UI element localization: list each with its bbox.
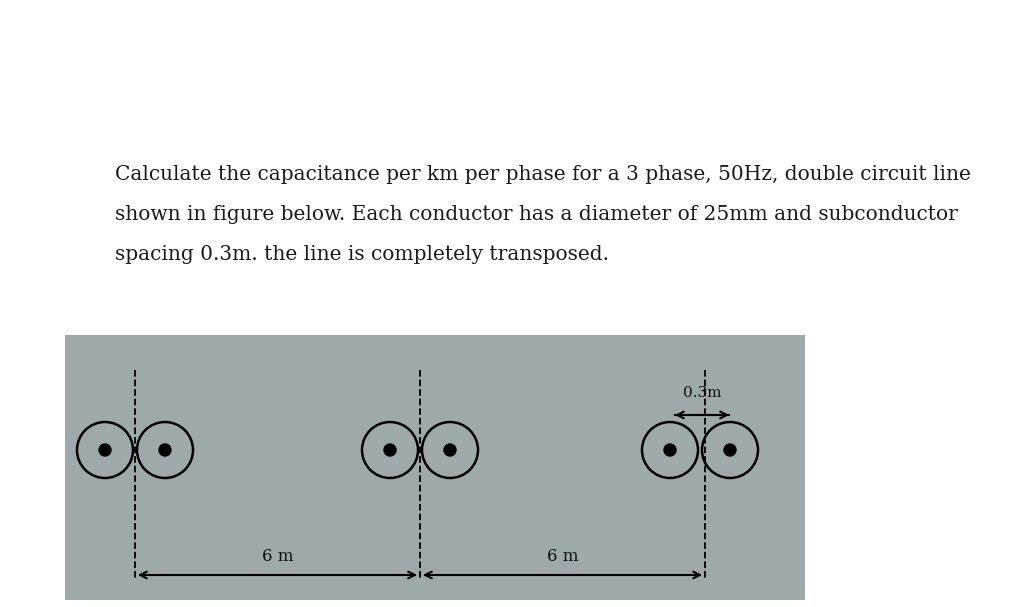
Circle shape xyxy=(663,444,676,456)
Text: Calculate the capacitance per km per phase for a 3 phase, 50Hz, double circuit l: Calculate the capacitance per km per pha… xyxy=(115,165,970,184)
Text: 6 m: 6 m xyxy=(547,548,578,565)
Circle shape xyxy=(383,444,395,456)
Text: shown in figure below. Each conductor has a diameter of 25mm and subconductor: shown in figure below. Each conductor ha… xyxy=(115,205,957,224)
Bar xyxy=(65,335,804,600)
Text: 6 m: 6 m xyxy=(262,548,293,565)
Circle shape xyxy=(443,444,455,456)
Circle shape xyxy=(99,444,111,456)
Text: 0.3m: 0.3m xyxy=(682,386,720,400)
Circle shape xyxy=(723,444,736,456)
Text: spacing 0.3m. the line is completely transposed.: spacing 0.3m. the line is completely tra… xyxy=(115,245,608,264)
Circle shape xyxy=(159,444,171,456)
